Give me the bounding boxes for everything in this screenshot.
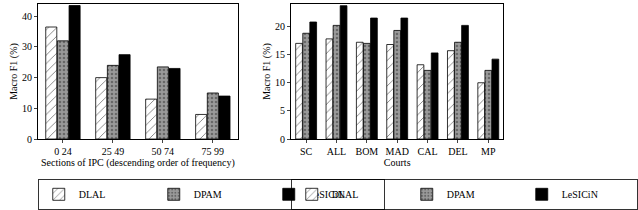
svg-text:BOM: BOM [355,146,378,157]
svg-text:MP: MP [481,146,496,157]
svg-text:MAD: MAD [386,146,409,157]
svg-text:ALL: ALL [327,146,346,157]
svg-text:Courts: Courts [384,157,411,168]
svg-text:DLAL: DLAL [79,189,106,200]
svg-text:25 49: 25 49 [102,146,125,157]
svg-text:SC: SC [300,146,313,157]
svg-text:20: 20 [275,21,285,32]
svg-text:Sections of IPC (descending or: Sections of IPC (descending order of fre… [41,157,235,169]
svg-text:30: 30 [22,41,32,52]
svg-text:10: 10 [22,103,32,114]
svg-text:15: 15 [275,49,285,60]
svg-text:40: 40 [22,11,32,22]
svg-text:DPAM: DPAM [194,189,222,200]
svg-text:50 74: 50 74 [152,146,175,157]
svg-text:0: 0 [27,134,32,145]
svg-text:Macro F1 (%): Macro F1 (%) [261,43,273,100]
svg-text:5: 5 [280,105,285,116]
svg-text:0 24: 0 24 [54,146,72,157]
svg-text:LeSICiN: LeSICiN [562,189,598,200]
svg-text:CAL: CAL [418,146,438,157]
svg-text:DEL: DEL [448,146,467,157]
svg-text:20: 20 [22,72,32,83]
svg-text:Macro F1 (%): Macro F1 (%) [8,43,20,100]
svg-text:0: 0 [280,134,285,145]
svg-text:DPAM: DPAM [447,189,475,200]
svg-text:DLAL: DLAL [332,189,359,200]
svg-text:75 99: 75 99 [202,146,225,157]
svg-text:10: 10 [275,77,285,88]
